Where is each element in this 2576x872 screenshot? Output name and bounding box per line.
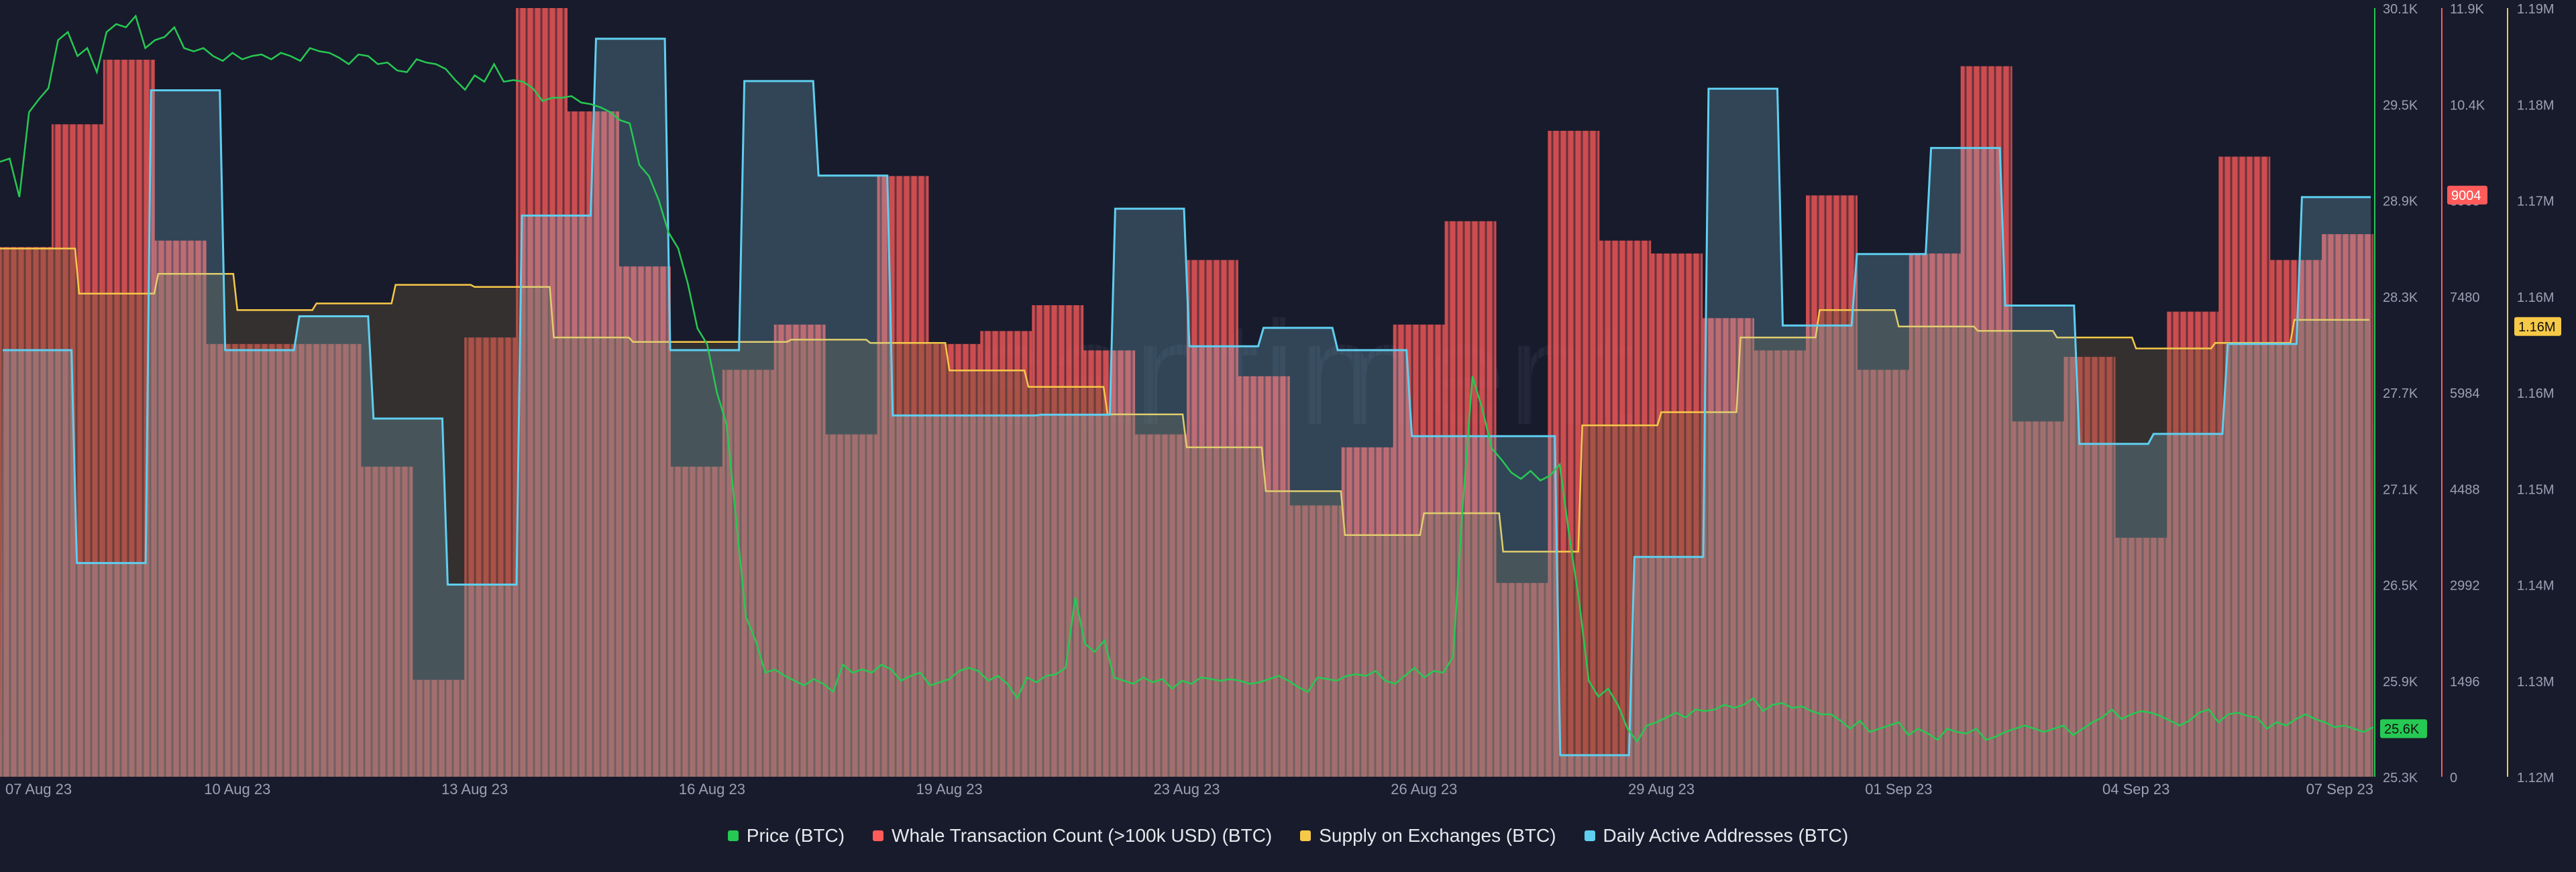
- x-tick-label: 01 Sep 23: [1865, 781, 1932, 798]
- whale-bar-stripes: [1, 8, 2373, 777]
- price-line-layer: [0, 14, 2374, 743]
- x-tick-label: 10 Aug 23: [204, 781, 270, 798]
- legend-swatch-whale: [873, 830, 884, 841]
- whale-bar: [1857, 370, 1909, 777]
- whale-bar: [1806, 195, 1858, 777]
- whale-tick-label: 7480: [2450, 290, 2480, 305]
- legend-label-price: Price (BTC): [746, 825, 845, 846]
- legend-swatch-price: [727, 830, 739, 841]
- price-line: [0, 14, 2374, 743]
- x-tick-label: 07 Sep 23: [2306, 781, 2373, 798]
- legend-swatch-supply: [1300, 830, 1311, 841]
- whale-bar: [1909, 253, 1961, 777]
- supply-tick-label: 1.16M: [2517, 386, 2555, 401]
- legend-swatch-daa: [1584, 830, 1595, 841]
- whale-tick-label: 5984: [2450, 386, 2480, 401]
- daa-line: [3, 38, 2371, 757]
- whale-bar: [1754, 350, 1806, 777]
- price-tick-label: 29.5K: [2383, 98, 2418, 113]
- price-current-badge: [2380, 719, 2427, 739]
- legend: Price (BTC) Whale Transaction Count (>10…: [0, 825, 2576, 847]
- legend-item-price[interactable]: Price (BTC): [727, 825, 845, 847]
- supply-tick-label: 1.16M: [2517, 290, 2555, 305]
- supply-tick-label: 1.12M: [2517, 771, 2555, 785]
- x-tick-label: 04 Sep 23: [2102, 781, 2169, 798]
- price-tick-label: 27.7K: [2383, 386, 2418, 401]
- whale-bars-layer: [0, 8, 2373, 777]
- x-tick-label: 29 Aug 23: [1628, 781, 1695, 798]
- price-tick-label: 26.5K: [2383, 579, 2418, 594]
- legend-label-supply: Supply on Exchanges (BTC): [1319, 825, 1556, 846]
- x-tick-label: 26 Aug 23: [1391, 781, 1457, 798]
- price-tick-label: 27.1K: [2383, 482, 2418, 497]
- whale-bar: [2012, 421, 2064, 777]
- whale-tick-label: 2992: [2450, 579, 2480, 594]
- supply-line: [0, 248, 2369, 553]
- supply-tick-label: 1.18M: [2517, 98, 2555, 113]
- legend-label-daa: Daily Active Addresses (BTC): [1603, 825, 1849, 846]
- x-tick-label: 23 Aug 23: [1153, 781, 1220, 798]
- price-current-label: 25.6K: [2384, 722, 2420, 737]
- daily-active-addresses-layer: [0, 38, 2373, 777]
- whale-current-badge: [2447, 185, 2487, 205]
- price-tick-label: 25.9K: [2383, 675, 2418, 690]
- supply-tick-label: 1.13M: [2517, 675, 2555, 690]
- whale-tick-label: 0: [2450, 771, 2457, 785]
- price-tick-label: 30.1K: [2383, 2, 2418, 17]
- supply-tick-label: 1.19M: [2517, 2, 2555, 17]
- legend-item-supply[interactable]: Supply on Exchanges (BTC): [1300, 825, 1556, 847]
- x-tick-label: 16 Aug 23: [679, 781, 745, 798]
- legend-item-daa[interactable]: Daily Active Addresses (BTC): [1584, 825, 1849, 847]
- supply-current-badge: [2514, 317, 2561, 336]
- supply-area: [0, 248, 2373, 777]
- supply-tick-label: 1.14M: [2517, 579, 2555, 594]
- supply-current-label: 1.16M: [2518, 320, 2556, 335]
- whale-tick-label: 11.9K: [2450, 2, 2484, 17]
- legend-item-whale[interactable]: Whale Transaction Count (>100k USD) (BTC…: [873, 825, 1272, 847]
- whale-tick-label: 1496: [2450, 675, 2480, 690]
- whale-tick-label: 10.4K: [2450, 98, 2485, 113]
- axes-layer: 30.1K 29.5K 28.9K 28.3K 27.7K 27.1K 26.5K 25.9K…: [5, 2, 2561, 798]
- whale-current-label: 9004: [2451, 188, 2481, 203]
- x-tick-label: 13 Aug 23: [441, 781, 508, 798]
- supply-tick-label: 1.17M: [2517, 195, 2555, 209]
- supply-tick-label: 1.15M: [2517, 482, 2555, 497]
- price-tick-label: 25.3K: [2383, 771, 2418, 785]
- x-tick-label: 07 Aug 23: [5, 781, 72, 798]
- price-tick-label: 28.3K: [2383, 290, 2418, 305]
- price-tick-label: 28.9K: [2383, 195, 2418, 209]
- supply-area-layer: [0, 248, 2373, 777]
- x-tick-label: 19 Aug 23: [916, 781, 983, 798]
- whale-tick-label: 4488: [2450, 482, 2480, 497]
- legend-label-whale: Whale Transaction Count (>100k USD) (BTC…: [892, 825, 1273, 846]
- whale-bar: [1960, 66, 2012, 777]
- whale-bar: [2063, 357, 2116, 777]
